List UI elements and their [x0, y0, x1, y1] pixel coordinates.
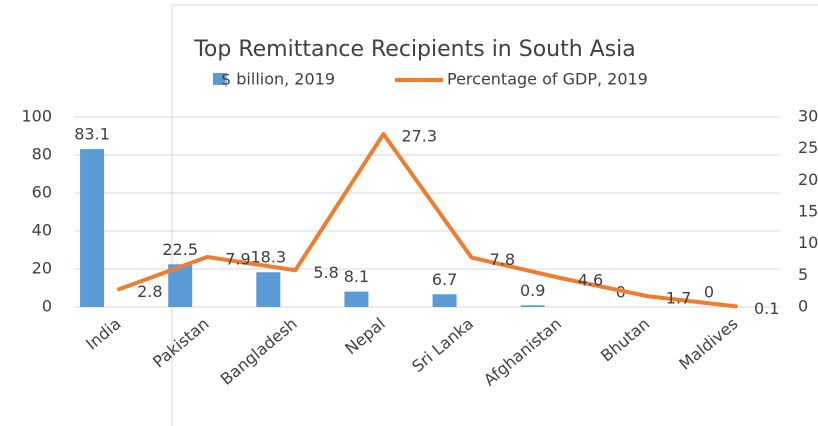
legend-label: $ billion, 2019: [221, 70, 335, 89]
chart-title: Top Remittance Recipients in South Asia: [193, 37, 636, 62]
legend-swatch: [213, 73, 225, 85]
y-tick-label: 0: [42, 297, 52, 316]
bar-label: 8.1: [344, 267, 369, 286]
x-tick-label: Sri Lanka: [408, 314, 477, 376]
y-tick-label: 80: [32, 145, 52, 164]
line-label: 1.7: [666, 289, 691, 308]
x-tick-label: Maldives: [675, 314, 741, 374]
y2-tick-label: 25: [798, 138, 818, 157]
y-tick-label: 40: [32, 221, 52, 240]
line-label: 2.8: [137, 282, 162, 301]
line-label: 7.8: [490, 250, 515, 269]
bar: [256, 272, 281, 307]
bar-label: 83.1: [74, 125, 110, 144]
x-tick-label: India: [82, 314, 124, 354]
y2-tick-label: 0: [798, 297, 808, 316]
y2-tick-label: 15: [798, 202, 818, 221]
x-tick-label: Afghanistan: [480, 314, 565, 390]
line-label: 0.1: [754, 299, 779, 318]
bar-label: 22.5: [162, 240, 198, 259]
line-label: 7.9: [225, 249, 250, 268]
y2-tick-label: 20: [798, 170, 818, 189]
y-tick-label: 60: [32, 183, 52, 202]
line: [117, 132, 738, 309]
bar-label: 6.7: [432, 270, 457, 289]
bar-label: 0: [704, 283, 714, 302]
y-tick-label: 20: [32, 259, 52, 278]
y-tick-label: 100: [21, 107, 52, 126]
bar: [432, 294, 457, 307]
y2-tick-label: 10: [798, 233, 818, 252]
x-tick-label: Pakistan: [149, 314, 213, 372]
bar: [344, 291, 369, 307]
legend-label: Percentage of GDP, 2019: [447, 70, 648, 89]
line-label: 27.3: [401, 127, 437, 146]
bar: [80, 149, 105, 307]
x-tick-label: Bhutan: [597, 314, 653, 366]
bar: [520, 305, 545, 307]
y2-tick-label: 5: [798, 265, 808, 284]
x-tick-label: Nepal: [341, 314, 389, 358]
line-label: 5.8: [313, 263, 338, 282]
bar-label: 0.9: [520, 281, 545, 300]
y2-tick-label: 30: [798, 107, 818, 126]
bar-label: 18.3: [251, 248, 287, 267]
x-tick-label: Bangladesh: [217, 314, 301, 389]
line-label: 4.6: [578, 270, 603, 289]
